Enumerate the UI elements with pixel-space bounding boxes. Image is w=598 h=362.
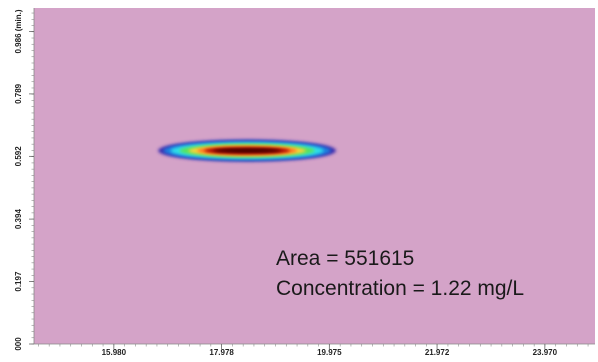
y-tick-label: 0.789	[14, 83, 23, 104]
y-tick-label: 000	[14, 337, 23, 351]
peak-blob	[158, 139, 337, 162]
peak-contour	[213, 148, 281, 153]
x-tick-labels: 15.980 17.978 19.975 21.972 23.970	[102, 344, 558, 357]
plot-area	[34, 8, 595, 344]
x-tick-label: 23.970	[533, 348, 558, 357]
x-tick-label: 17.978	[209, 348, 234, 357]
x-tick-label: 15.980	[102, 348, 127, 357]
annotations: Area = 551615 Concentration = 1.22 mg/L	[276, 247, 524, 300]
y-tick-label: 0.986 (min.)	[14, 9, 23, 53]
x-tick-label: 21.972	[425, 348, 450, 357]
x-tick-label: 19.975	[317, 348, 342, 357]
area-annotation: Area = 551615	[276, 247, 414, 270]
y-tick-label: 0.394	[14, 209, 23, 230]
concentration-annotation: Concentration = 1.22 mg/L	[276, 277, 524, 300]
y-tick-label: 0.197	[14, 271, 23, 292]
y-tick-label: 0.592	[14, 146, 23, 167]
y-tick-labels: 000 0.197 0.394 0.592 0.789 0.986 (min.)	[14, 9, 34, 351]
